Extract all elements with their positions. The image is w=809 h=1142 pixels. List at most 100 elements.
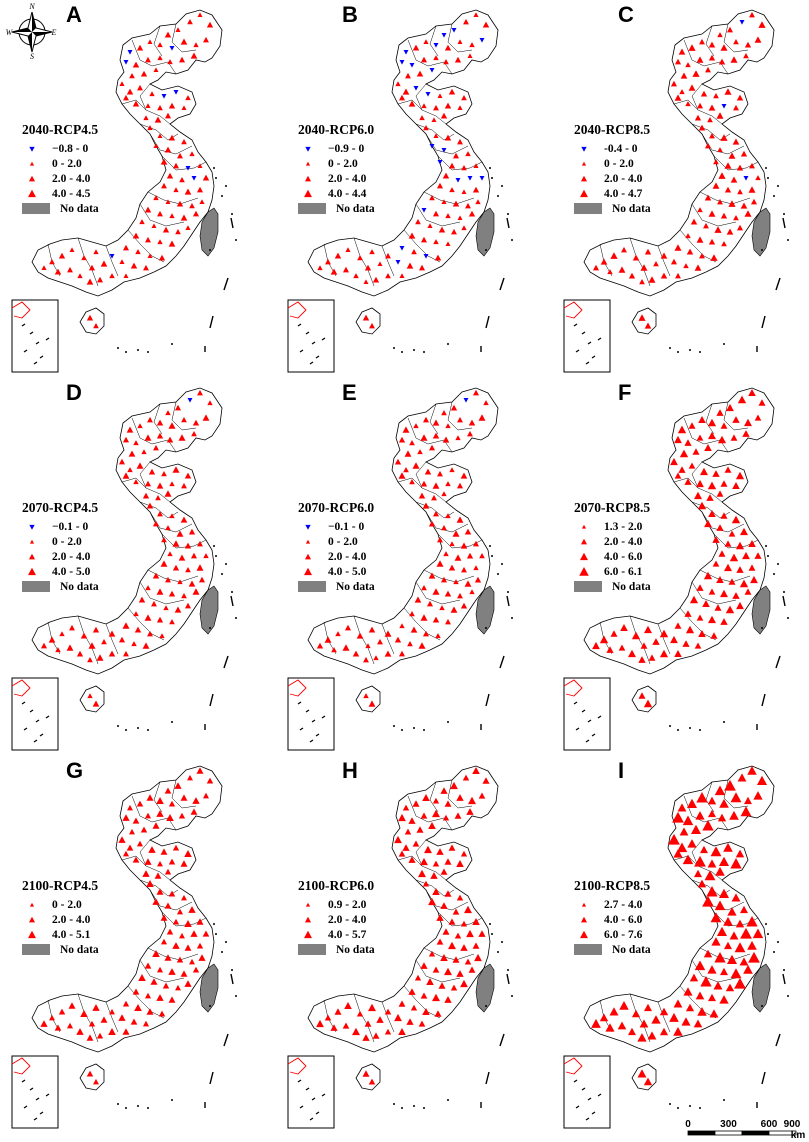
station-decrease-marker [399, 60, 405, 65]
station-increase-marker [424, 845, 432, 854]
station-increase-marker [334, 252, 342, 259]
station-decrease-marker [467, 176, 473, 181]
station-increase-marker [468, 966, 476, 973]
station-increase-marker [420, 434, 428, 441]
station-increase-marker [696, 102, 704, 109]
station-increase-marker [160, 938, 168, 945]
station-increase-marker [167, 59, 173, 65]
down-triangle-icon [29, 146, 35, 152]
station-increase-marker [157, 55, 163, 61]
station-increase-marker [708, 431, 716, 440]
station-increase-marker [168, 102, 176, 109]
station-increase-marker [431, 117, 437, 122]
station-increase-marker [363, 279, 369, 284]
station-increase-marker [682, 640, 690, 647]
station-increase-marker [420, 962, 428, 969]
station-increase-marker [736, 224, 744, 231]
station-increase-marker [131, 641, 137, 647]
legend-item: No data [298, 942, 375, 957]
station-increase-marker [731, 515, 741, 524]
station-increase-marker [41, 265, 47, 271]
station-increase-marker [754, 414, 762, 421]
station-increase-marker [422, 416, 430, 423]
station-increase-marker [733, 39, 739, 45]
station-increase-marker [748, 389, 756, 396]
province-boundary [673, 99, 699, 111]
station-increase-marker [714, 952, 726, 963]
station-increase-marker [138, 974, 146, 981]
scale-bar-unit: km [791, 1130, 806, 1140]
station-increase-marker [698, 416, 706, 423]
up-triangle-icon [580, 930, 588, 938]
islet [125, 351, 127, 353]
station-increase-marker [356, 1010, 364, 1017]
station-decrease-marker [173, 90, 179, 95]
station-increase-marker [444, 134, 452, 141]
map-legend: 2040-RCP4.5 −0.8 - 0 0 - 2.0 2.0 - 4.0 4.0 -… [22, 122, 99, 216]
station-increase-marker [409, 479, 415, 485]
up-triangle-icon [305, 902, 311, 907]
station-increase-marker [174, 404, 182, 411]
station-increase-marker [449, 187, 455, 193]
station-increase-marker [133, 611, 139, 617]
station-increase-marker [694, 642, 702, 649]
station-increase-marker [730, 56, 738, 63]
station-increase-marker [202, 792, 210, 799]
station-increase-marker [444, 996, 452, 1003]
islet [215, 555, 217, 557]
station-decrease-marker [463, 398, 469, 403]
hainan-island [355, 685, 381, 713]
down-triangle-icon [29, 524, 35, 530]
station-increase-marker [610, 630, 618, 637]
station-increase-marker [154, 116, 162, 123]
station-increase-marker [411, 249, 417, 255]
station-increase-marker [740, 905, 748, 914]
station-increase-marker [707, 859, 717, 868]
station-increase-marker [137, 84, 143, 91]
islet [669, 347, 671, 349]
station-increase-marker [456, 516, 464, 523]
maritime-boundary-dash [499, 655, 505, 669]
station-increase-marker [716, 576, 724, 583]
station-increase-marker [432, 797, 440, 804]
station-increase-marker [457, 39, 463, 44]
islet [777, 563, 779, 565]
maritime-boundary-dash [485, 693, 490, 707]
legend-title: 2040-RCP6.0 [298, 122, 375, 137]
taiwan-no-data [475, 207, 495, 257]
maritime-boundary-dash [499, 277, 505, 291]
station-increase-marker [727, 907, 737, 916]
station-increase-marker [720, 212, 728, 219]
province-boundary [657, 623, 671, 655]
station-increase-marker [744, 588, 752, 595]
station-increase-marker [685, 101, 691, 107]
station-increase-marker [423, 39, 429, 45]
station-increase-marker [184, 472, 192, 479]
station-increase-marker [600, 258, 608, 265]
station-increase-marker [717, 435, 727, 444]
inset-dash [311, 341, 316, 345]
station-increase-marker [637, 1069, 647, 1078]
up-triangle-icon [304, 930, 312, 938]
station-increase-marker [180, 860, 188, 867]
station-increase-marker [368, 1078, 376, 1085]
map-panel-i: I 2100-RCP8.5 2.7 - 4.0 4.0 - 6.0 6.0 - 7.6 N… [552, 756, 809, 1136]
station-increase-marker [176, 956, 184, 963]
province-boundary [105, 623, 119, 655]
station-increase-marker [176, 530, 184, 537]
station-increase-marker [639, 279, 645, 285]
province-boundary [353, 615, 375, 665]
inset-dash [321, 715, 326, 719]
station-increase-marker [180, 970, 188, 977]
station-increase-marker [428, 950, 436, 957]
station-increase-marker [718, 856, 730, 866]
station-increase-marker [445, 241, 451, 246]
station-increase-marker [330, 268, 338, 275]
station-increase-marker [424, 468, 432, 475]
station-increase-marker [643, 1077, 653, 1086]
station-increase-marker [429, 195, 435, 201]
station-increase-marker [674, 622, 682, 629]
station-increase-marker [352, 1027, 360, 1036]
station-increase-marker [464, 958, 472, 965]
station-increase-marker [708, 615, 716, 624]
